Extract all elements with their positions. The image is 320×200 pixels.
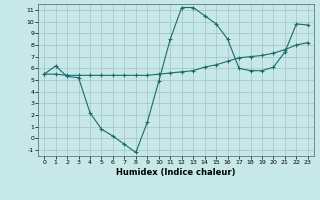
X-axis label: Humidex (Indice chaleur): Humidex (Indice chaleur) xyxy=(116,168,236,177)
